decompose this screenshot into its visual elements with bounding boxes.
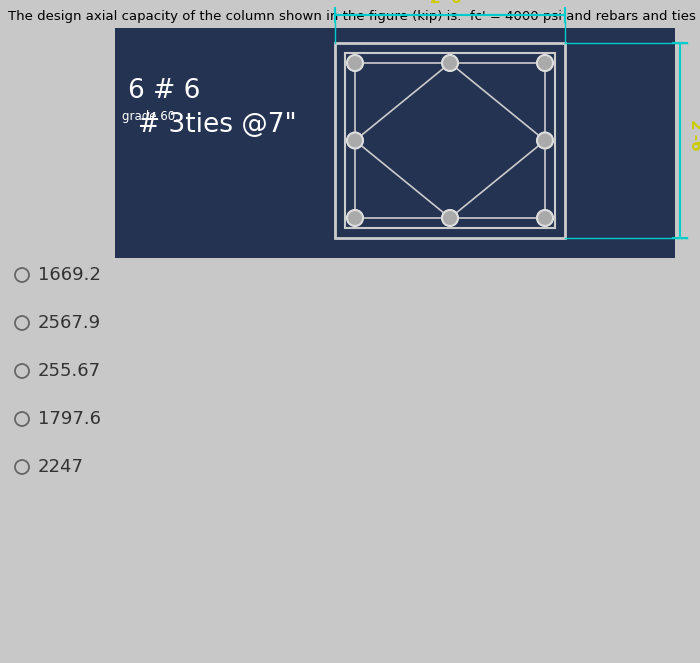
Circle shape	[537, 133, 553, 149]
Text: 1669.2: 1669.2	[38, 266, 101, 284]
Text: grade 60.: grade 60.	[122, 110, 179, 123]
Text: 2'-6": 2'-6"	[430, 0, 470, 6]
Circle shape	[347, 210, 363, 226]
Circle shape	[537, 210, 553, 226]
Text: 6 # 6: 6 # 6	[128, 78, 200, 104]
Text: 2247: 2247	[38, 458, 84, 476]
Circle shape	[347, 55, 363, 71]
Text: 2'-6": 2'-6"	[687, 120, 700, 161]
Text: 2567.9: 2567.9	[38, 314, 101, 332]
Circle shape	[442, 210, 458, 226]
Bar	[335, 43, 565, 238]
Text: The design axial capacity of the column shown in the figure (kip) is.  fc' = 400: The design axial capacity of the column …	[8, 10, 696, 23]
Bar	[115, 28, 675, 258]
Circle shape	[537, 55, 553, 71]
Bar	[345, 53, 555, 228]
Text: # 3ties @7": # 3ties @7"	[138, 112, 297, 138]
Circle shape	[442, 55, 458, 71]
Text: 255.67: 255.67	[38, 362, 101, 380]
Text: 1797.6: 1797.6	[38, 410, 101, 428]
Circle shape	[347, 133, 363, 149]
